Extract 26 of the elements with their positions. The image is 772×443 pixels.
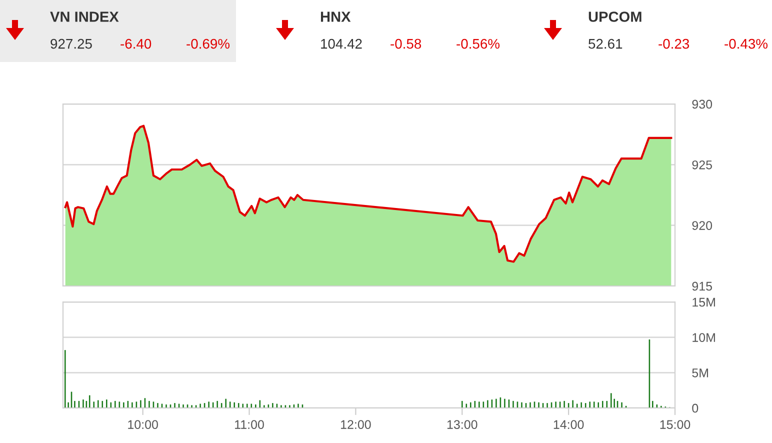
text: 104.42 [321, 38, 362, 49]
x-tick-label: 10:00 [128, 420, 158, 429]
y-tick-label: 920 [692, 221, 712, 230]
text: HNX [320, 12, 351, 22]
y-tick-label: 0 [692, 404, 698, 413]
x-tick-label: 13:00 [447, 420, 478, 429]
text: -0.23 [658, 38, 690, 49]
y-tick-label: 925 [692, 160, 712, 170]
x-tick-label: 14:00 [554, 420, 584, 429]
y-tick-label: 10M [692, 333, 715, 342]
text: -0.56% [456, 38, 500, 49]
x-tick-label: 11:00 [235, 420, 264, 429]
text: -0.58 [390, 38, 422, 49]
y-tick-label: 5M [692, 368, 708, 378]
text: UPCOM [588, 12, 642, 22]
text: VN INDEX [50, 12, 119, 22]
text: 52.61 [588, 38, 622, 49]
y-tick-label: 15M [692, 298, 715, 307]
x-tick-label: 15:00 [660, 420, 690, 429]
text: -0.43% [724, 38, 768, 49]
text: -6.40 [120, 38, 152, 49]
y-tick-label: 930 [692, 100, 712, 109]
x-tick-label: 12:00 [341, 420, 371, 429]
y-tick-label: 915 [692, 282, 712, 291]
text: 927.25 [50, 38, 92, 49]
text: -0.69% [186, 38, 230, 49]
